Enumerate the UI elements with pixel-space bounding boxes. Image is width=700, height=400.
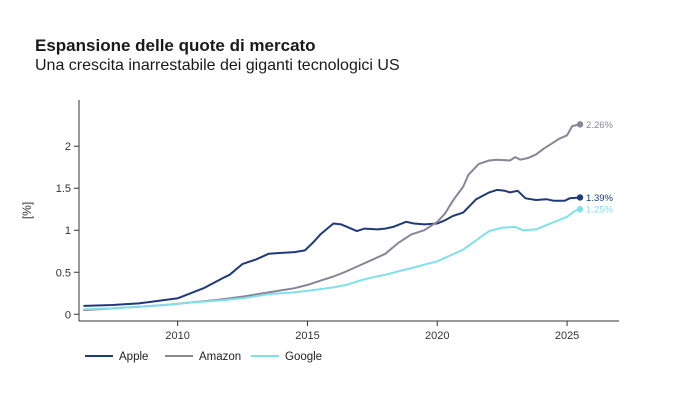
y-tick-label: 1 [65,225,71,237]
y-tick-label: 1.5 [56,183,71,195]
end-point-google [576,206,584,213]
y-axis-title: [%] [20,202,34,219]
legend-label-apple: Apple [119,351,148,363]
end-point-amazon [576,121,584,128]
y-tick-label: 0.5 [56,267,71,279]
series-line-apple [83,188,582,307]
x-tick-label: 2025 [555,330,579,342]
y-tick-label: 0 [65,309,71,321]
end-label-google: 1.25% [586,205,613,216]
x-tick-label: 2020 [425,330,449,342]
end-label-apple: 1.39% [586,193,613,204]
legend-label-amazon: Amazon [199,351,241,363]
series-line-google [83,208,582,311]
end-label-amazon: 2.26% [586,120,613,131]
y-tick-label: 2 [65,141,71,153]
legend-label-google: Google [285,351,322,363]
end-point-apple [576,194,584,201]
x-tick-label: 2015 [295,330,319,342]
chart-title: Espansione delle quote di mercato [35,36,316,55]
chart-subtitle: Una crescita inarrestabile dei giganti t… [35,57,400,74]
series-line-amazon [83,123,582,312]
x-tick-label: 2010 [165,330,189,342]
